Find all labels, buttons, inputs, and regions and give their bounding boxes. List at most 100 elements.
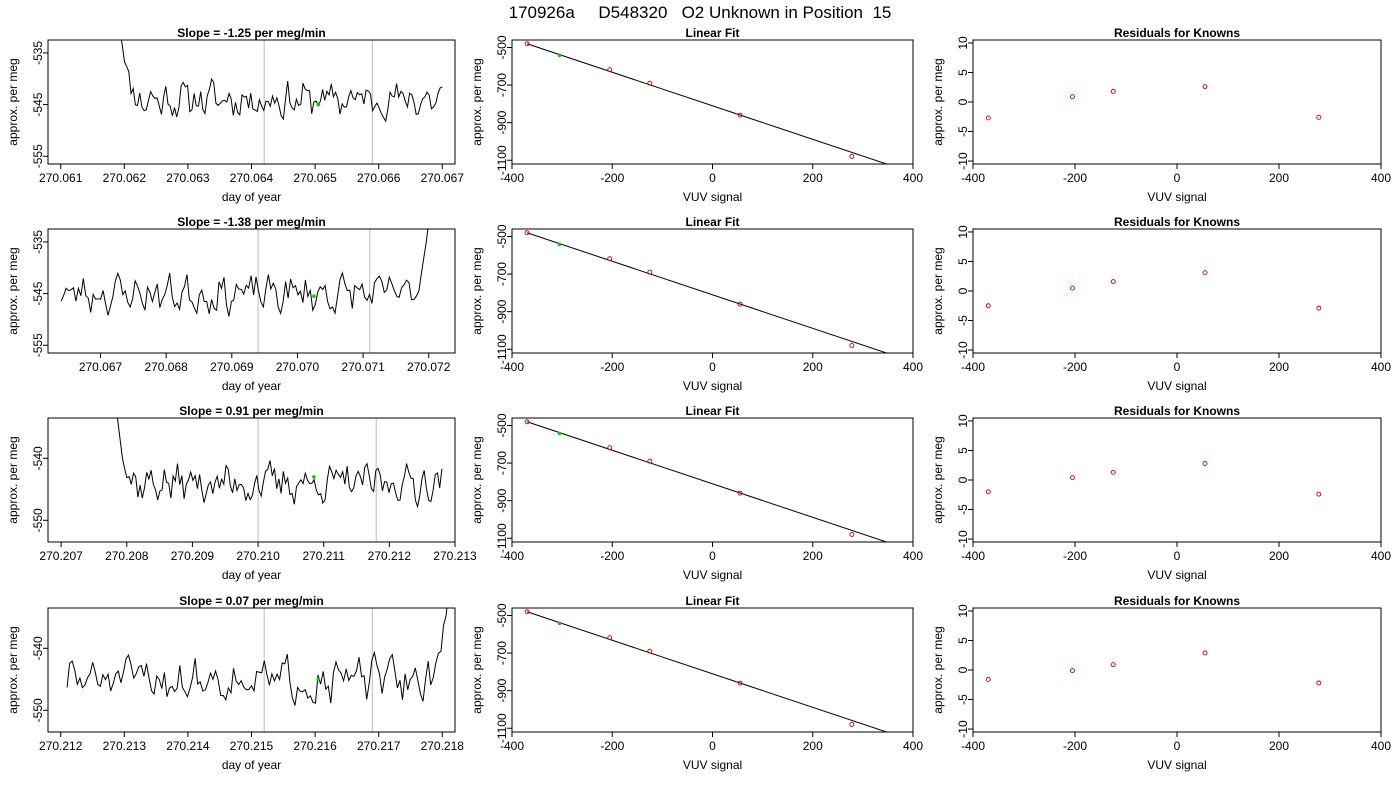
timeseries-xtick-label: 270.063 [166,171,210,185]
known-point [647,80,653,86]
known-point [607,445,613,451]
residual-ytick-label: 0 [956,98,970,105]
timeseries-xtick-label: 270.211 [302,549,345,563]
fit-title: Linear Fit [685,26,739,40]
fit-ytick-label: -700 [495,451,509,475]
fit-xtick-label: -200 [600,739,624,753]
residual-xtick-label: 200 [1269,739,1289,753]
fit-ytick-label: -900 [495,678,509,702]
fit-xlabel: VUV signal [683,190,742,204]
timeseries-ytick-label: -540 [31,636,45,660]
timeseries-ytick-label: -545 [31,92,45,116]
fit-line [526,421,889,542]
fit-xtick-label: 200 [803,549,823,563]
timeseries-xlabel: day of year [222,568,281,582]
current-point-marker [316,102,321,107]
fit-xtick-label: -400 [500,171,524,185]
unknown-point [557,431,562,436]
residual-xtick-label: 400 [1371,549,1391,563]
unknown-point [557,621,562,626]
residual-ytick-label: 0 [956,287,970,294]
fit-ytick-label: -500 [495,35,509,59]
residual-ytick-label: -10 [956,152,970,170]
residual-point [985,303,991,309]
fit-xtick-label: 200 [803,739,823,753]
residual-xlabel: VUV signal [1147,190,1206,204]
residual-frame [972,607,1382,733]
current-point-marker [312,475,316,479]
fit-line [526,611,889,732]
fit-panel-1: -400 -200 0 200 400 -500 -700 -900 -1100 VUV sign… [470,215,923,393]
timeseries-xlabel: day of year [222,758,281,772]
timeseries-xtick-label: 270.218 [421,739,465,753]
residual-xtick-label: -400 [961,360,985,374]
fit-ytick-label: -500 [495,224,509,248]
timeseries-frame [47,417,456,543]
timeseries-panel-2: 270.207 270.208 270.209 270.210 270.211 270.2… [6,404,477,582]
series-line [120,40,443,123]
residual-point [985,489,991,495]
timeseries-ytick-label: -550 [31,698,45,722]
fit-xtick-label: 400 [903,171,923,185]
residual-frame [972,417,1382,543]
fit-panel-2: -400 -200 0 200 400 -500 -700 -900 -1100 VUV sign… [470,404,923,582]
residual-point [1316,680,1322,686]
residual-xtick-label: 0 [1174,360,1181,374]
residual-ylabel: approx. per meg [931,626,945,713]
unknown-point [557,53,562,58]
fit-ylabel: approx. per meg [470,436,484,523]
fit-xtick-label: 200 [803,360,823,374]
timeseries-xtick-label: 270.061 [39,171,83,185]
fit-panel-3: -400 -200 0 200 400 -500 -700 -900 -1100 VUV sign… [470,594,923,772]
residual-ytick-label: 0 [956,666,970,673]
timeseries-xtick-label: 270.212 [368,549,412,563]
fit-xtick-label: -200 [600,549,624,563]
residual-point [1316,305,1322,311]
fit-ytick-label: -1100 [495,523,509,553]
known-point [607,256,613,262]
residual-xtick-label: 0 [1174,739,1181,753]
residual-panel-0: -400 -200 0 200 400 10 5 0 -5 -10 VUV signal approx… [931,26,1391,204]
residual-ytick-label: 0 [956,476,970,483]
series-line [60,229,429,317]
fit-xtick-label: -400 [500,360,524,374]
residual-xtick-label: -200 [1063,360,1087,374]
timeseries-panel-3: 270.212 270.213 270.214 270.215 270.216 270.2… [6,594,465,772]
residual-xlabel: VUV signal [1147,568,1206,582]
timeseries-ytick-label: -545 [31,281,45,305]
timeseries-xtick-label: 270.067 [79,360,123,374]
residual-xtick-label: -400 [961,739,985,753]
fit-ytick-label: -900 [495,488,509,512]
timeseries-xtick-label: 270.213 [433,549,477,563]
timeseries-xtick-label: 270.072 [407,360,451,374]
fit-ytick-label: -1100 [495,713,509,743]
residual-point [985,676,991,682]
timeseries-xtick-label: 270.217 [357,739,401,753]
residual-xtick-label: 0 [1174,171,1181,185]
fit-ytick-label: -700 [495,262,509,286]
residual-title: Residuals for Knowns [1114,404,1240,418]
timeseries-xtick-label: 270.216 [293,739,337,753]
fit-ytick-label: -700 [495,641,509,665]
residual-point [1202,461,1208,466]
fit-xtick-label: 0 [709,360,716,374]
residual-ylabel: approx. per meg [931,436,945,523]
fit-ytick-label: -1100 [495,145,509,175]
residual-ytick-label: 5 [956,447,970,454]
residual-ytick-label: -10 [956,720,970,738]
known-point [737,301,743,307]
residual-point [985,115,991,121]
residual-point [1110,662,1116,668]
residual-xtick-label: 400 [1371,360,1391,374]
timeseries-frame [47,607,456,733]
residual-ytick-label: 10 [956,414,970,428]
fit-title: Linear Fit [685,404,739,418]
residual-ytick-label: 5 [956,258,970,265]
residual-xtick-label: -400 [961,549,985,563]
timeseries-ylabel: approx. per meg [6,58,20,145]
series-line [66,608,448,706]
fit-title: Linear Fit [685,594,739,608]
timeseries-xtick-label: 270.208 [105,549,149,563]
residual-point [1202,270,1208,276]
